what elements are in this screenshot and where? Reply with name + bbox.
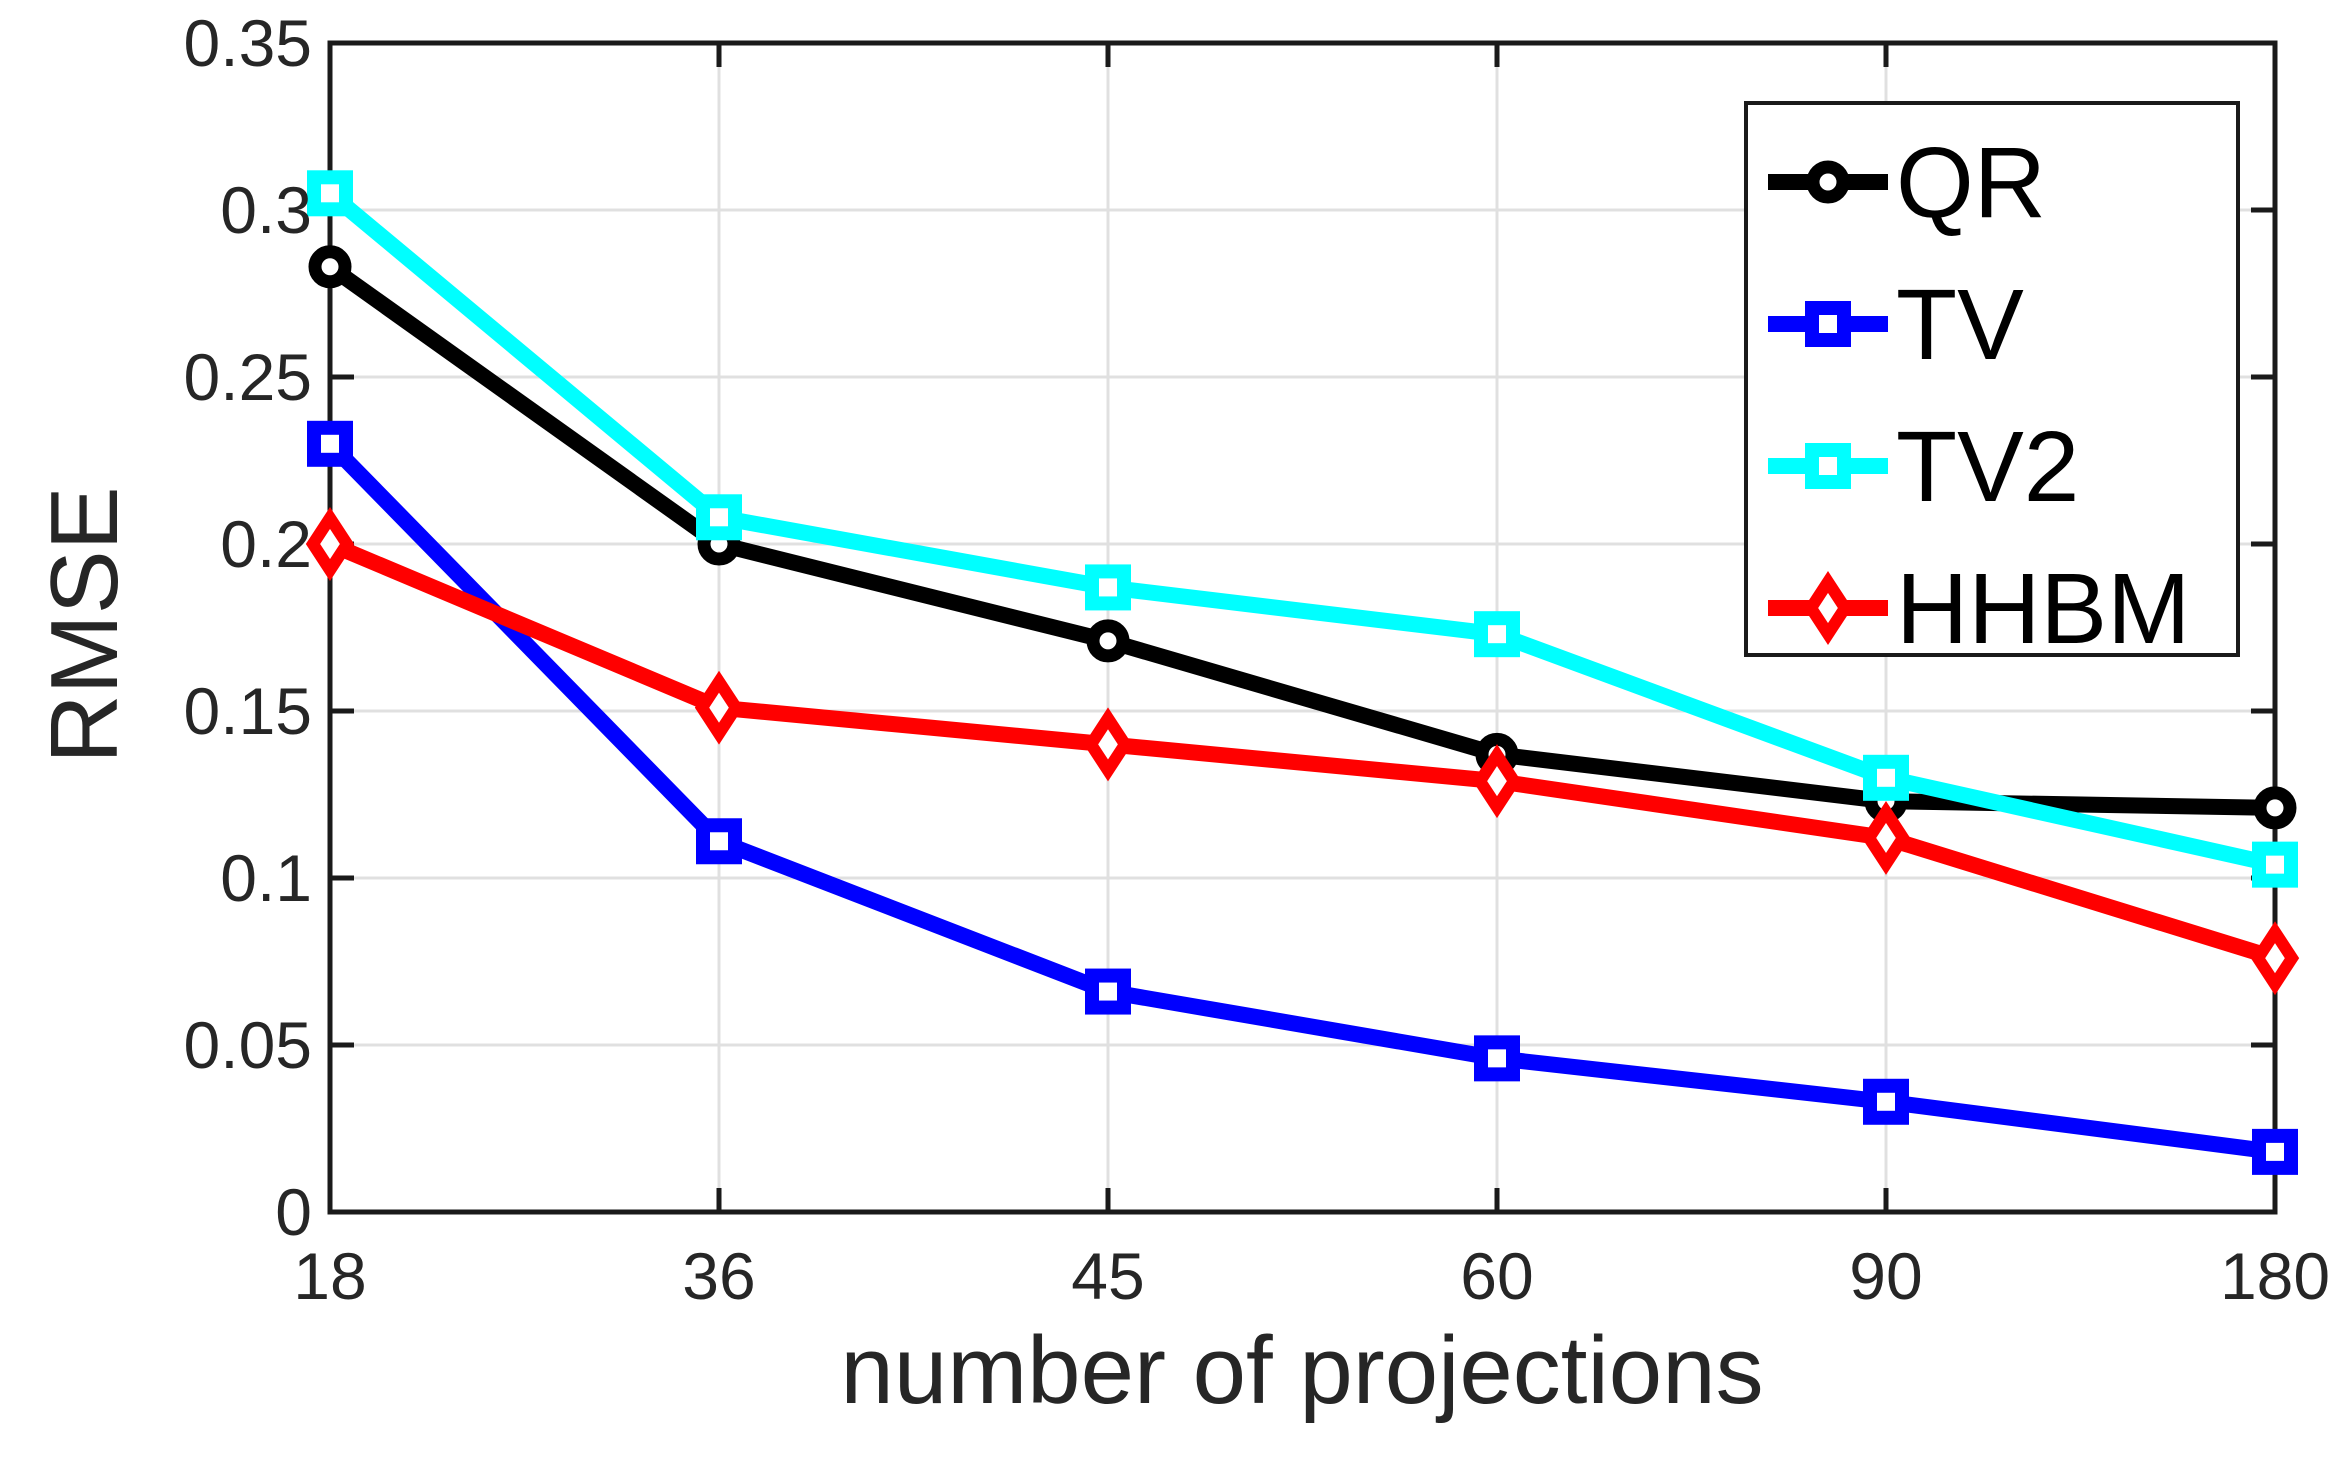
y-tick-label-0: 0 <box>275 1175 312 1249</box>
data-point-TV2 <box>1863 754 1909 801</box>
series-line-HHBM <box>326 536 2278 966</box>
y-tick-label-0.25: 0.25 <box>183 340 312 414</box>
data-point-TV <box>1085 968 1131 1015</box>
x-tick-label-90: 90 <box>1849 1239 1923 1313</box>
data-point-TV <box>2252 1128 2298 1175</box>
data-point-HHBM <box>694 670 744 745</box>
legend-sample-marker-QR <box>1806 160 1850 204</box>
x-tick-label-180: 180 <box>2219 1239 2331 1313</box>
data-point-HHBM <box>1861 800 1911 875</box>
y-axis-label: RMSE <box>31 486 138 764</box>
data-point-TV <box>1474 1035 1520 1082</box>
x-tick-label-18: 18 <box>293 1239 367 1313</box>
x-tick-label-36: 36 <box>682 1239 756 1313</box>
legend-label-QR: QR <box>1896 127 2046 239</box>
data-point-TV2 <box>1085 564 1131 611</box>
data-point-HHBM <box>1083 707 1133 782</box>
x-tick-label-45: 45 <box>1071 1239 1145 1313</box>
y-tick-label-0.1: 0.1 <box>220 841 312 915</box>
x-axis-label: number of projections <box>840 1317 1764 1424</box>
data-point-TV2 <box>307 170 353 217</box>
data-point-TV2 <box>696 494 742 541</box>
axes-box <box>327 40 2278 1215</box>
legend-sample-marker-HHBM <box>1803 571 1853 645</box>
data-point-TV <box>307 420 353 467</box>
y-tick-label-0.3: 0.3 <box>220 173 312 247</box>
legend-sample-marker-TV <box>1805 301 1851 347</box>
data-point-HHBM <box>1472 744 1522 819</box>
y-tick-label-0.05: 0.05 <box>183 1008 312 1082</box>
y-tick-label-0.35: 0.35 <box>183 6 312 80</box>
data-point-QR <box>308 245 352 289</box>
data-point-QR <box>1086 619 1130 663</box>
data-point-HHBM <box>2250 921 2300 996</box>
data-point-TV <box>696 818 742 865</box>
legend-sample-marker-TV2 <box>1805 443 1851 489</box>
data-point-TV2 <box>1474 611 1520 658</box>
series-line-QR <box>325 260 2276 816</box>
y-tick-label-0.15: 0.15 <box>183 674 312 748</box>
data-point-HHBM <box>305 507 355 581</box>
data-point-QR <box>2253 786 2297 830</box>
series-line-TV <box>324 438 2277 1160</box>
legend-label-HHBM: HHBM <box>1896 553 2190 665</box>
y-tick-label-0.2: 0.2 <box>220 507 312 581</box>
legend-label-TV: TV <box>1896 269 2024 381</box>
data-point-TV2 <box>2252 841 2298 888</box>
legend-label-TV2: TV2 <box>1896 411 2079 523</box>
x-tick-label-60: 60 <box>1460 1239 1534 1313</box>
data-point-TV <box>1863 1078 1909 1125</box>
series-line-TV2 <box>324 187 2277 873</box>
